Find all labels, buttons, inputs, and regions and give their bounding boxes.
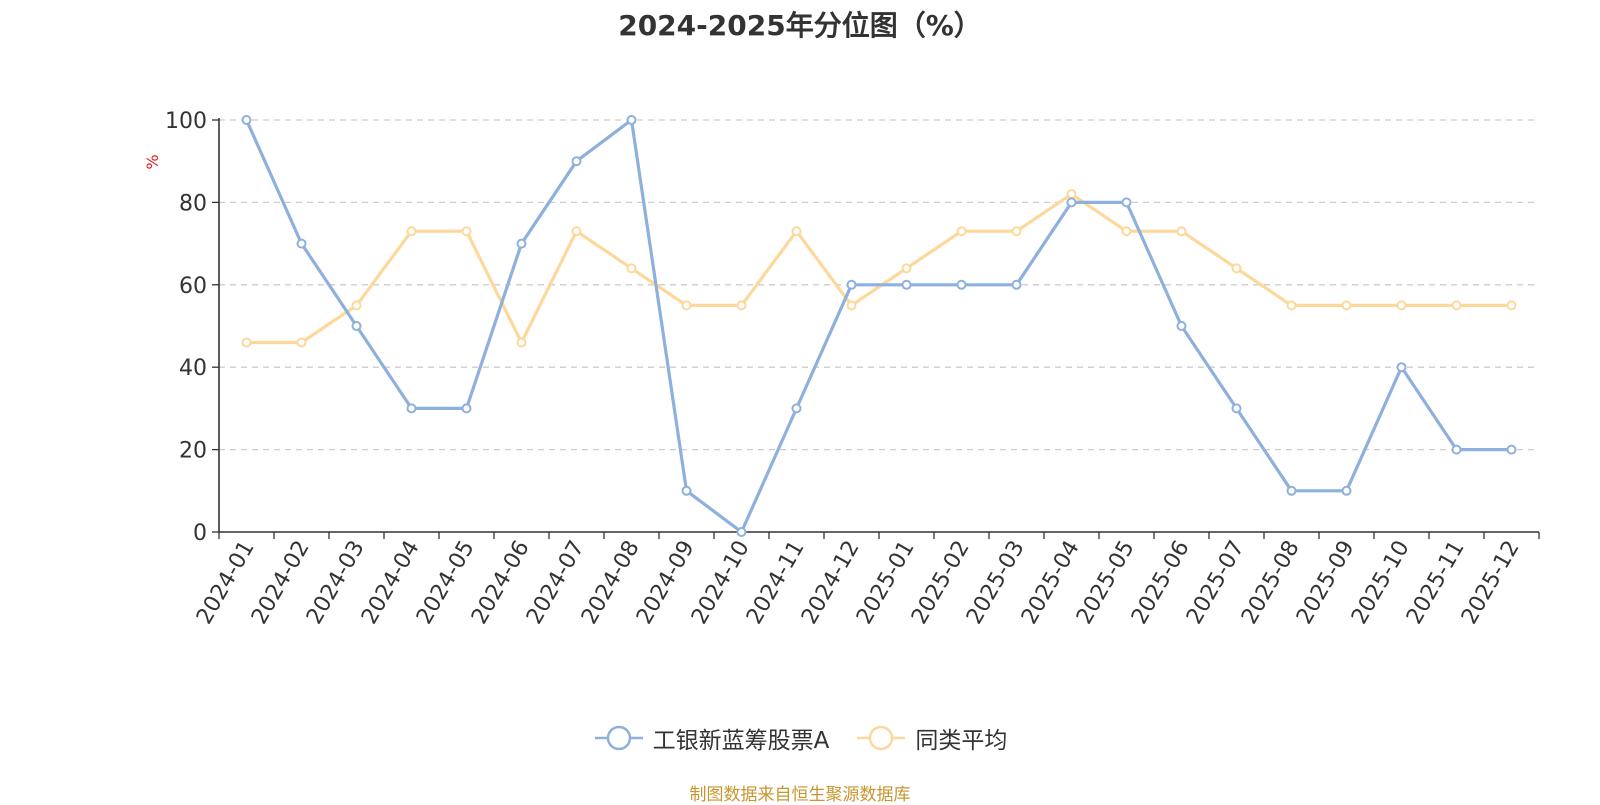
data-point <box>846 300 857 311</box>
data-point <box>1506 444 1517 455</box>
data-point <box>351 321 362 331</box>
data-point <box>296 337 307 348</box>
data-point <box>1231 263 1242 274</box>
y-tick-label: 60 <box>179 274 207 299</box>
legend-item-1[interactable]: 工银新蓝筹股票A <box>593 721 830 755</box>
series-layer <box>241 115 1517 537</box>
data-point <box>1176 321 1187 331</box>
legend-item-2[interactable]: 同类平均 <box>855 721 1007 755</box>
data-point <box>1121 197 1132 208</box>
data-point <box>571 156 582 167</box>
data-point <box>956 226 967 237</box>
data-point <box>626 115 637 125</box>
series-line <box>246 192 1512 345</box>
y-tick-label: 100 <box>165 109 207 134</box>
y-tick-label: 80 <box>179 191 207 216</box>
series-2 <box>241 189 1517 348</box>
legend-marker-icon <box>594 725 643 751</box>
y-axis-label: % <box>143 154 162 169</box>
data-point <box>1341 485 1352 496</box>
data-point <box>1506 300 1517 311</box>
data-point <box>406 226 417 237</box>
data-point <box>351 300 362 311</box>
data-point <box>1286 485 1297 496</box>
data-point <box>571 226 582 237</box>
data-point <box>406 403 417 414</box>
data-point <box>461 403 472 414</box>
data-point <box>1066 189 1077 200</box>
axes: 0204060801002024-012024-022024-032024-04… <box>165 109 1540 629</box>
y-tick-label: 0 <box>193 521 207 546</box>
data-point <box>1286 300 1297 311</box>
data-point <box>1396 300 1407 311</box>
data-point <box>1396 362 1407 373</box>
data-point <box>736 300 747 311</box>
chart-title: 2024-2025年分位图（%） <box>618 9 982 42</box>
data-point <box>1451 444 1462 455</box>
series-line <box>245 118 1512 534</box>
data-point <box>1011 226 1022 237</box>
data-point <box>791 226 802 237</box>
data-point <box>1066 197 1077 208</box>
data-point <box>1341 300 1352 311</box>
series-1 <box>241 115 1517 537</box>
data-point <box>1121 226 1132 237</box>
data-point <box>626 263 637 274</box>
data-point <box>1451 300 1462 311</box>
source-note: 制图数据来自恒生聚源数据库 <box>689 785 911 805</box>
data-point <box>1231 403 1242 414</box>
y-tick-label: 20 <box>179 439 207 464</box>
data-point <box>681 300 692 311</box>
data-point <box>956 279 967 290</box>
data-point <box>1011 279 1022 290</box>
data-point <box>516 337 527 348</box>
legend-label: 工银新蓝筹股票A <box>652 728 830 754</box>
data-point <box>736 527 747 537</box>
data-point <box>681 485 692 496</box>
data-point <box>241 115 252 125</box>
data-point <box>901 279 912 290</box>
legend: 工银新蓝筹股票A 同类平均 <box>0 720 1600 756</box>
data-point <box>461 226 472 237</box>
legend-label: 同类平均 <box>915 728 1008 754</box>
data-point <box>791 403 802 414</box>
y-tick-label: 40 <box>179 356 207 381</box>
data-point <box>241 337 252 348</box>
data-point <box>516 238 527 249</box>
data-point <box>1176 226 1187 237</box>
data-point <box>846 279 857 290</box>
data-point <box>901 263 912 274</box>
data-point <box>296 238 307 249</box>
legend-marker-icon <box>857 725 906 751</box>
